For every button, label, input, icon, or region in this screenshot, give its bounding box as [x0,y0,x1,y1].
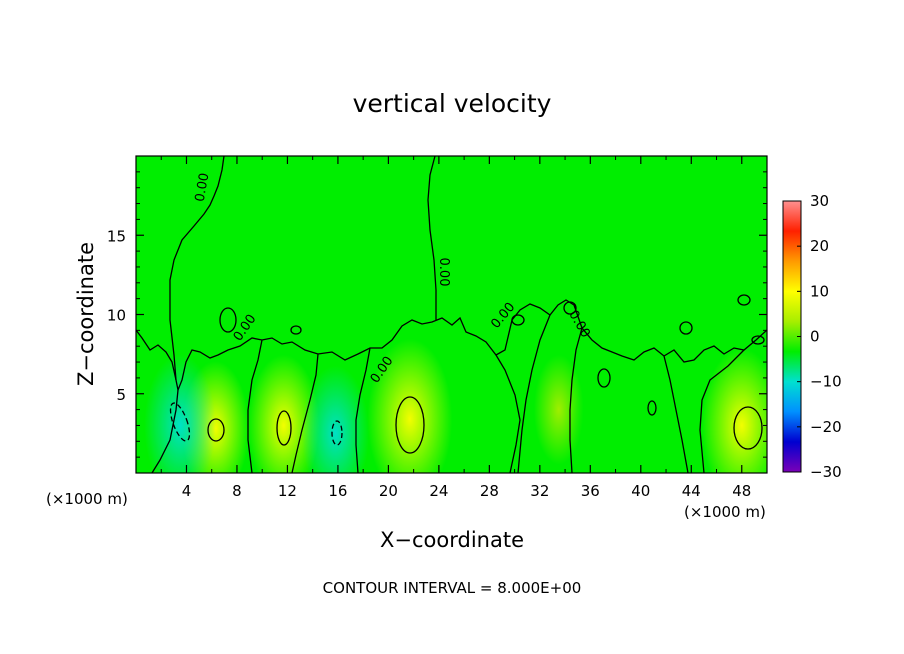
x-tick-label: 40 [631,482,650,500]
x-unit-left: (×1000 m) [46,490,128,508]
contour-closed-3 [511,314,525,326]
contour-closed-5 [679,321,693,335]
contour-plus8-3 [395,396,425,454]
x-unit-right: (×1000 m) [684,503,766,521]
y-tick-label: 10 [107,307,126,325]
contour-minus8-1 [169,402,191,442]
x-tick-label: 4 [182,482,192,500]
y-tick-label: 5 [116,386,126,404]
colorbar-tick-label: −20 [810,418,842,436]
updraft-core [367,338,453,473]
velocity-field [136,156,767,473]
zero-contour-column-8 [663,355,689,473]
contour-closed-7 [597,368,611,388]
contour-lines [136,156,767,473]
zero-contour-column-2 [247,339,263,473]
downdraft-core [144,354,216,473]
y-axis: 5 10 15 [107,171,767,458]
contour-closed-6 [737,294,751,306]
contour-closed-9 [751,335,765,345]
contour-label: 0.00 [193,172,213,203]
x-tick-label: 24 [429,482,448,500]
downdraft-core [453,348,513,471]
zero-contour-center-tower [427,156,437,320]
contour-closed-8 [647,400,657,416]
downdraft-core [569,375,624,473]
x-tick-label: 28 [480,482,499,500]
x-tick-label: 48 [732,482,751,500]
colorbar-tick-label: −10 [810,373,842,391]
zero-contour-column-7 [569,327,583,473]
zero-contour-column-9 [699,349,745,473]
contour-closed-1 [219,307,237,333]
zero-contour-upper [136,299,767,393]
contour-plus8-4 [733,406,763,450]
zero-contour-column-6 [517,314,551,473]
colorbar-tick-label: 20 [810,237,829,255]
x-axis: 4 8 12 16 20 24 28 32 36 40 44 48 [160,156,751,500]
colorbar-tick-label: −30 [810,463,842,481]
x-tick-label: 32 [530,482,549,500]
contour-closed-4 [563,301,577,315]
y-axis-label: Z−coordinate [74,242,98,386]
contour-plus8-1 [207,418,225,442]
x-axis-label: X−coordinate [380,528,524,552]
contour-interval-note: CONTOUR INTERVAL = 8.000E+00 [323,579,582,597]
x-tick-label: 12 [278,482,297,500]
zero-contour-column-4 [355,347,371,473]
contour-label: 0.00 [436,258,451,287]
contour-plus8-2 [276,410,292,446]
zero-contour-column-1 [151,389,179,473]
colorbar-tick-label: 30 [810,192,829,210]
colorbar-tick-label: 0 [810,328,820,346]
contour-closed-2 [290,325,302,335]
contour-minus8-2 [331,420,343,446]
x-tick-label: 16 [328,482,347,500]
downdraft-core [301,365,369,473]
y-tick-label: 15 [107,227,126,245]
zero-contour-left-tower [169,156,225,381]
colorbar-tick-label: 10 [810,282,829,300]
updraft-core [247,354,320,473]
x-tick-label: 44 [682,482,701,500]
x-tick-label: 20 [379,482,398,500]
updraft-core [701,348,767,473]
x-tick-label: 8 [232,482,242,500]
x-tick-label: 36 [581,482,600,500]
chart-title: vertical velocity [353,89,552,118]
zero-contour-column-3 [291,353,319,473]
colorbar: 30 20 10 0 −10 −20 −30 [782,192,842,481]
zero-contour-column-5 [495,354,521,473]
